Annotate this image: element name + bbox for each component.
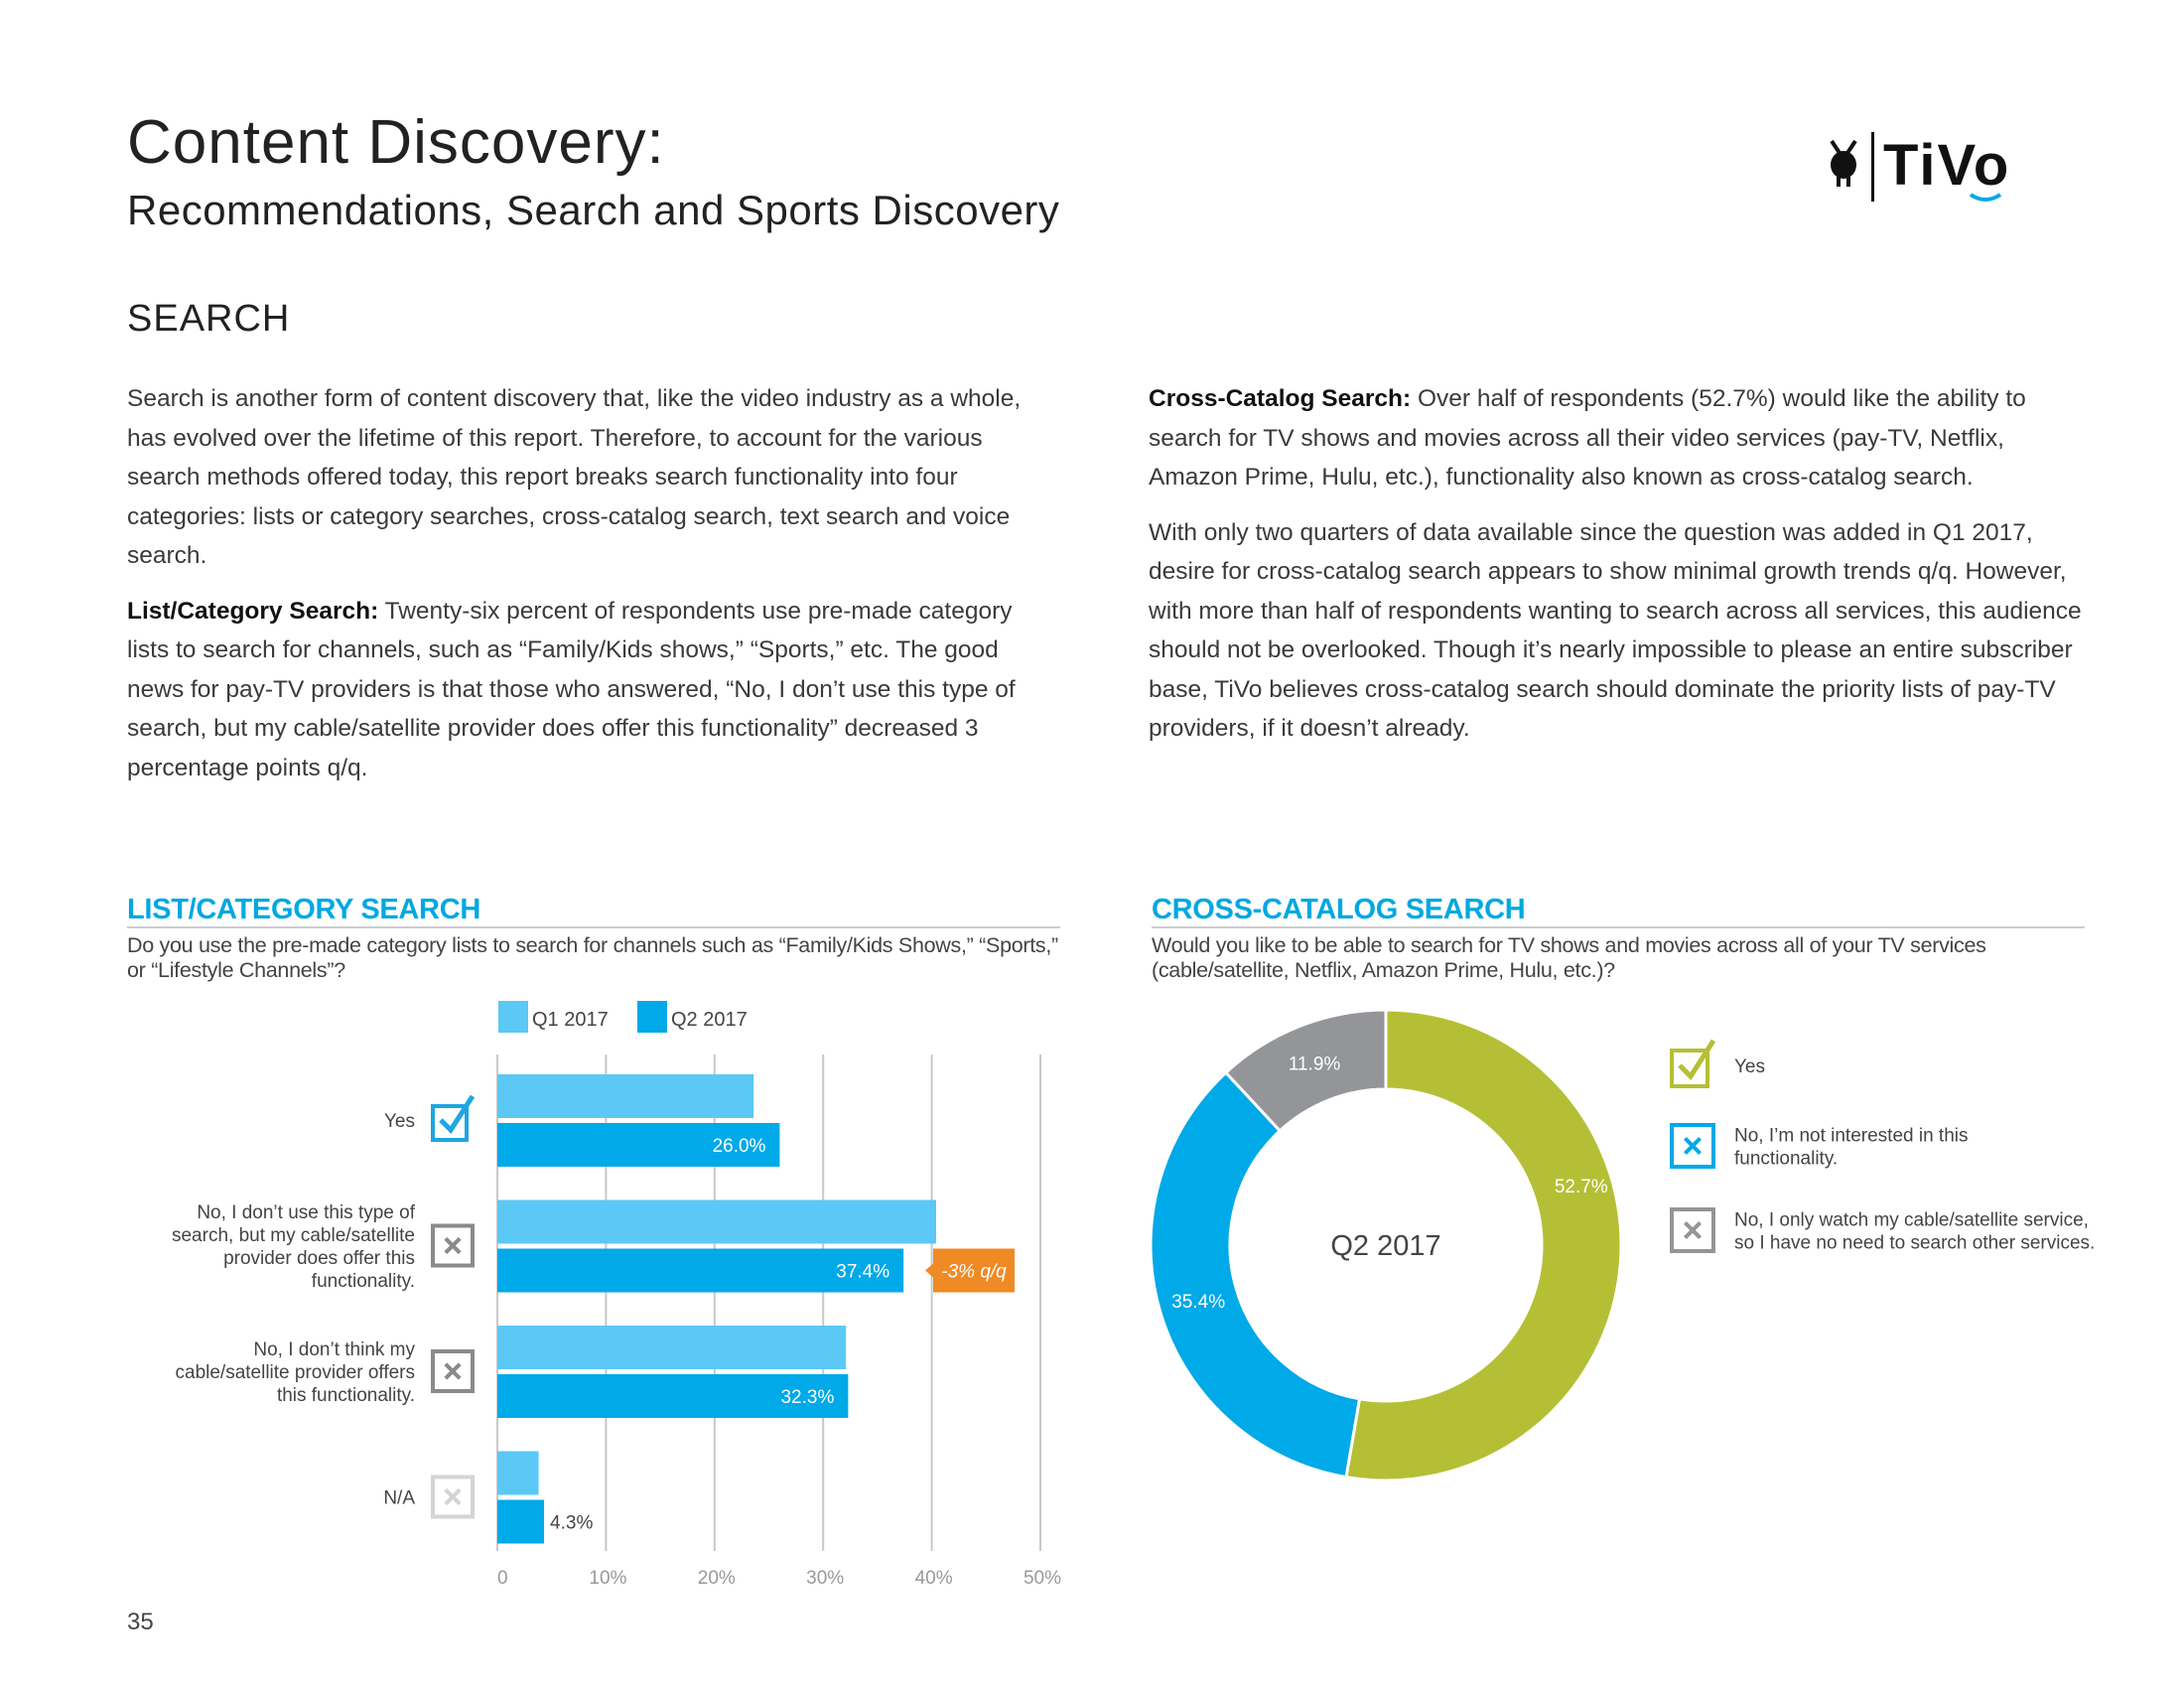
legend-label: so I have no need to search other servic… xyxy=(1734,1233,2095,1254)
bar xyxy=(497,1374,849,1418)
x-mark xyxy=(444,1236,462,1255)
tick-label: 0 xyxy=(497,1568,508,1589)
category-label: No, I don’t use this type of xyxy=(197,1202,415,1223)
donut-slice xyxy=(1344,1008,1623,1482)
x-mark xyxy=(444,1487,462,1506)
checkbox-frame xyxy=(1670,1123,1715,1169)
legend-swatch xyxy=(637,1001,667,1033)
checkbox-frame xyxy=(431,1475,475,1519)
check-icon xyxy=(431,1094,476,1142)
check-mark xyxy=(1678,1039,1716,1080)
x-icon xyxy=(1670,1207,1715,1253)
x-icon xyxy=(431,1223,475,1268)
x-icon xyxy=(431,1349,475,1393)
section-heading: SEARCH xyxy=(127,298,291,340)
tick-label: 40% xyxy=(915,1568,953,1589)
check-icon xyxy=(1670,1039,1716,1088)
bar xyxy=(497,1123,780,1167)
tivo-logo: TiVo xyxy=(1822,127,2090,211)
annotation-label: -3% q/q xyxy=(941,1262,1007,1283)
left-column-text: Search is another form of content discov… xyxy=(127,379,1060,803)
donut-chart: 52.7% 35.4% 11.9% Q2 2017 Yes No, I’m not int… xyxy=(1149,1008,2095,1482)
checkbox-frame xyxy=(1670,1049,1709,1088)
x-mark xyxy=(1684,1137,1702,1155)
paragraph: Search is another form of content discov… xyxy=(127,385,1022,569)
legend-label: Q1 2017 xyxy=(532,1009,609,1031)
category-label: No, I don’t think my xyxy=(253,1339,415,1360)
bar-chart-question: Do you use the pre-made category lists t… xyxy=(127,933,1058,982)
page-number: 35 xyxy=(127,1609,154,1635)
category-label: functionality. xyxy=(312,1271,415,1292)
paragraph: List/Category Search: Twenty-six percent… xyxy=(127,597,1016,781)
checkbox-frame xyxy=(431,1349,475,1393)
x-mark xyxy=(1684,1221,1702,1239)
bar xyxy=(497,1451,539,1495)
category-label: cable/satellite provider offers xyxy=(176,1362,416,1383)
tick-label: 10% xyxy=(589,1568,626,1589)
legend-label: No, I’m not interested in this xyxy=(1734,1126,1969,1147)
x-icon xyxy=(431,1475,475,1519)
legend-label: Yes xyxy=(1734,1056,1765,1077)
bar xyxy=(497,1326,847,1369)
check-mark xyxy=(439,1094,476,1134)
x-icon xyxy=(1670,1123,1715,1169)
bar-chart-title: LIST/CATEGORY SEARCH xyxy=(127,894,480,925)
slice-label: 52.7% xyxy=(1555,1177,1608,1197)
slice-label: 11.9% xyxy=(1289,1055,1341,1075)
center-label: Q2 2017 xyxy=(1330,1230,1440,1262)
data-label: 4.3% xyxy=(550,1513,593,1534)
bar-chart: Q1 2017 Q2 2017 0 10% 20% 30% 40% 50% 26.0% Yes 37… xyxy=(172,1001,1061,1589)
divider xyxy=(127,926,1060,928)
checkbox-frame xyxy=(1670,1207,1715,1253)
checkbox-frame xyxy=(431,1223,475,1268)
tick-label: 50% xyxy=(1024,1568,1061,1589)
category-label: search, but my cable/satellite xyxy=(172,1225,415,1246)
bar xyxy=(497,1248,904,1293)
bar xyxy=(497,1499,545,1544)
donut-chart-title: CROSS-CATALOG SEARCH xyxy=(1152,894,1526,925)
slice-label: 35.4% xyxy=(1171,1292,1225,1313)
legend-swatch xyxy=(498,1001,528,1033)
legend-label: Q2 2017 xyxy=(671,1009,748,1031)
svg-text:TiVo: TiVo xyxy=(1883,133,2010,198)
tick-label: 30% xyxy=(806,1568,844,1589)
bar xyxy=(497,1199,936,1244)
page-subtitle: Recommendations, Search and Sports Disco… xyxy=(127,187,1060,233)
category-label: Yes xyxy=(384,1111,415,1132)
page-title: Content Discovery: xyxy=(127,108,665,177)
data-label: 32.3% xyxy=(780,1387,834,1408)
data-label: 26.0% xyxy=(713,1136,766,1157)
checkbox-frame xyxy=(431,1104,469,1142)
donut-chart-question: Would you like to be able to search for … xyxy=(1152,933,1986,982)
data-label: 37.4% xyxy=(836,1262,889,1283)
legend-label: No, I only watch my cable/satellite serv… xyxy=(1734,1210,2089,1231)
donut-slice xyxy=(1223,1008,1388,1133)
paragraph: Cross-Catalog Search: Over half of respo… xyxy=(1149,385,2026,491)
legend-label: functionality. xyxy=(1734,1149,1838,1170)
bar xyxy=(497,1074,754,1118)
category-label: N/A xyxy=(383,1488,415,1509)
right-column-text: Cross-Catalog Search: Over half of respo… xyxy=(1149,379,2082,765)
category-label: provider does offer this xyxy=(223,1248,415,1269)
annotation-callout xyxy=(925,1248,1015,1293)
divider xyxy=(1152,926,2085,928)
donut-slice xyxy=(1149,1070,1362,1479)
x-mark xyxy=(444,1362,462,1380)
paragraph: With only two quarters of data available… xyxy=(1149,518,2082,743)
tick-label: 20% xyxy=(698,1568,736,1589)
category-label: this functionality. xyxy=(277,1385,415,1406)
